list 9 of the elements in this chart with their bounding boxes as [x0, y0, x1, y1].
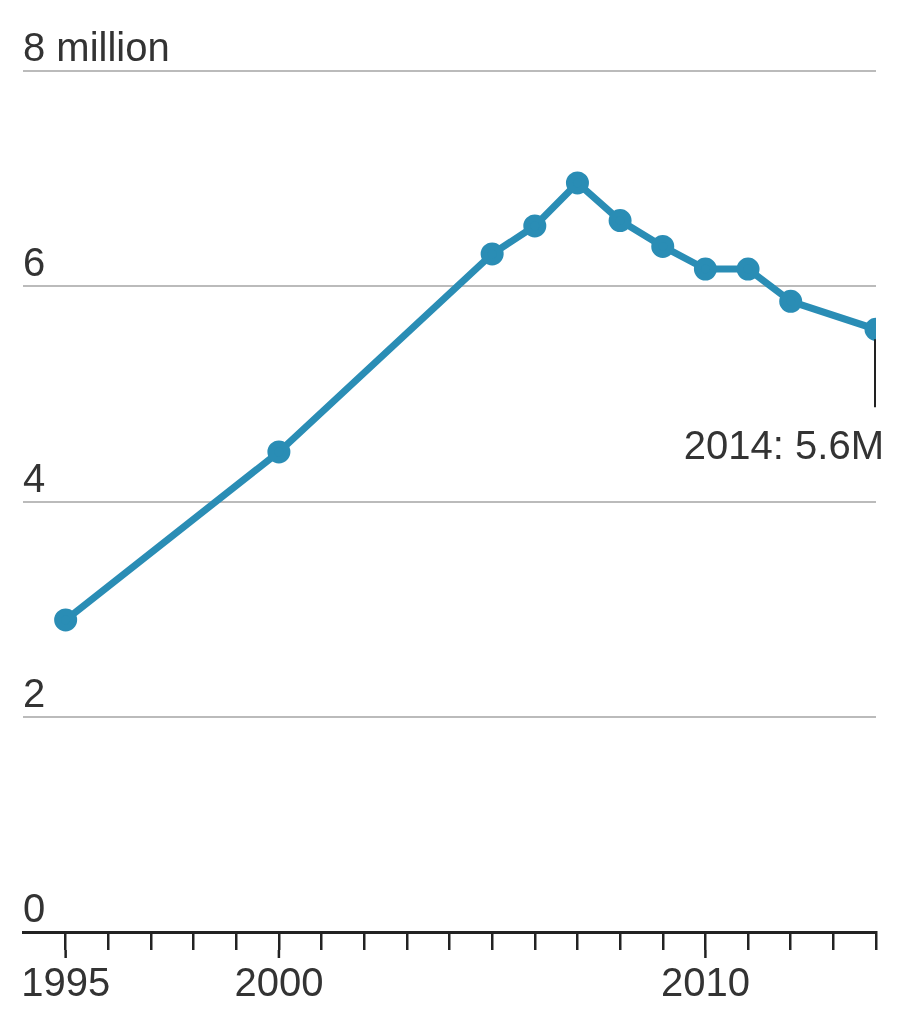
x-tick-label: 2000 [234, 960, 324, 1004]
y-tick-label: 0 [23, 886, 46, 930]
y-tick-label: 6 [23, 240, 46, 285]
y-tick-label: 4 [23, 455, 46, 500]
y-tick-label: 2 [23, 670, 46, 715]
x-tick-label: 1995 [21, 960, 111, 1004]
y-tick-label: 8 million [23, 25, 170, 69]
x-tick-label: 2010 [660, 960, 750, 1004]
annotation: 2014: 5.6M [683, 423, 884, 468]
